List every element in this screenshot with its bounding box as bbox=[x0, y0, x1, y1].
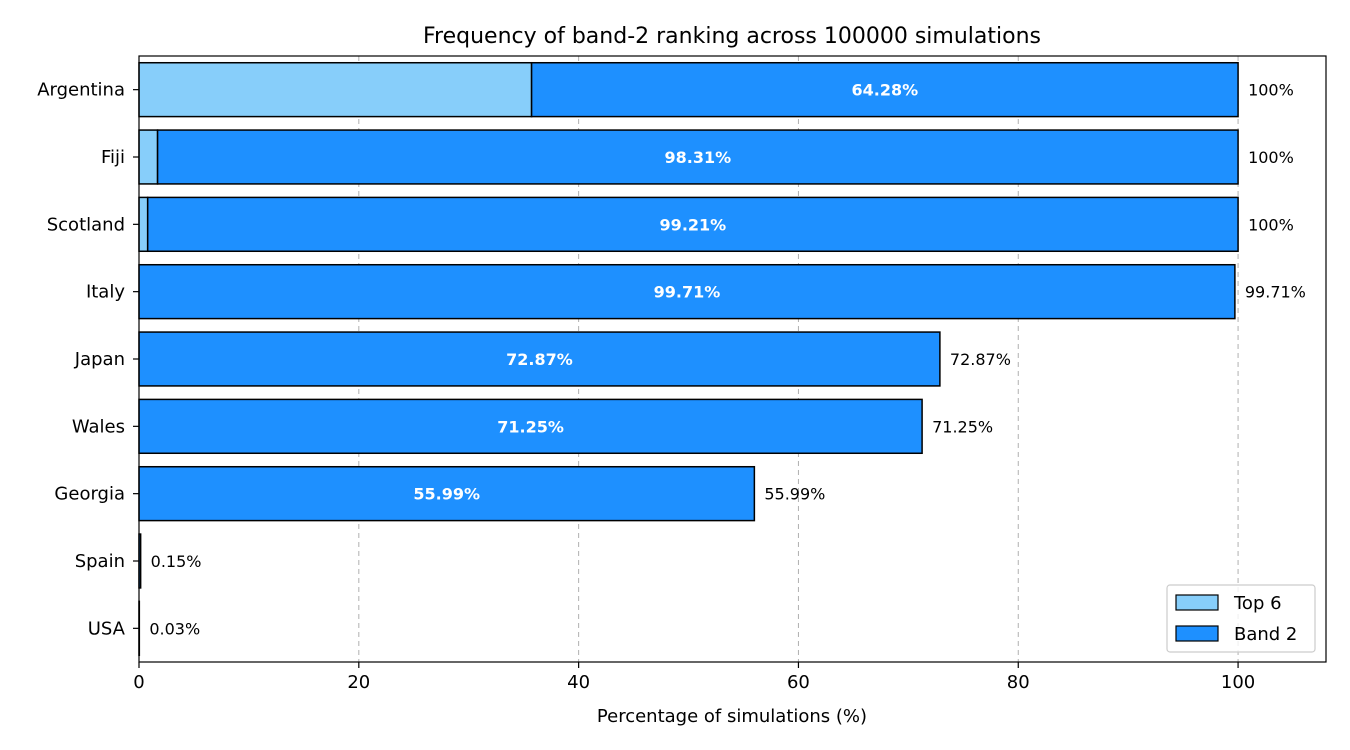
bar-top6-scotland bbox=[138, 196, 149, 253]
y-tick-label-fiji: Fiji bbox=[101, 147, 125, 168]
x-tick-label: 60 bbox=[787, 672, 810, 693]
x-tick-label: 40 bbox=[567, 672, 590, 693]
legend-label-top6: Top 6 bbox=[1233, 593, 1282, 614]
y-tick-label-italy: Italy bbox=[86, 282, 125, 303]
total-label-wales: 71.25% bbox=[932, 417, 993, 436]
total-label-japan: 72.87% bbox=[950, 350, 1011, 369]
bar-band2-scotland bbox=[146, 196, 1239, 253]
bar-band2-fiji bbox=[156, 129, 1239, 185]
x-tick-label: 20 bbox=[347, 672, 370, 693]
bar-top6-argentina bbox=[138, 61, 533, 118]
x-axis-title: Percentage of simulations (%) bbox=[597, 706, 867, 727]
legend-swatch-band2 bbox=[1175, 625, 1219, 642]
y-tick-label-argentina: Argentina bbox=[37, 80, 125, 101]
band2-value-label-wales: 71.25% bbox=[497, 417, 564, 436]
legend-swatch-top6 bbox=[1175, 594, 1219, 611]
total-label-argentina: 100% bbox=[1248, 81, 1294, 100]
bars-layer bbox=[138, 61, 1239, 657]
bar-top6-fiji bbox=[138, 129, 159, 185]
total-label-georgia: 55.99% bbox=[764, 485, 825, 504]
total-label-scotland: 100% bbox=[1248, 215, 1294, 234]
legend-label-band2: Band 2 bbox=[1234, 624, 1297, 645]
x-tick-label: 80 bbox=[1007, 672, 1030, 693]
labels-layer: 64.28% 100% 98.31% 100% 99.21% 100% 99.71% 99.7… bbox=[149, 81, 1306, 639]
total-label-usa: 0.03% bbox=[149, 619, 200, 638]
bar-band2-japan bbox=[138, 331, 941, 387]
band2-value-label-italy: 99.71% bbox=[654, 283, 721, 302]
legend: Top 6 Band 2 bbox=[1166, 584, 1316, 653]
y-tick-label-georgia: Georgia bbox=[54, 484, 125, 505]
y-axis: Argentina Fiji Scotland Italy Japan Wales Geor… bbox=[37, 80, 139, 639]
y-tick-label-scotland: Scotland bbox=[47, 214, 125, 235]
band2-value-label-argentina: 64.28% bbox=[852, 81, 919, 100]
bar-band2-georgia bbox=[138, 465, 756, 522]
total-label-fiji: 100% bbox=[1248, 148, 1294, 167]
y-tick-label-wales: Wales bbox=[72, 416, 125, 437]
bar-band2-italy bbox=[138, 263, 1236, 320]
x-tick-label: 0 bbox=[133, 672, 144, 693]
band2-value-label-scotland: 99.21% bbox=[660, 215, 727, 234]
y-tick-label-usa: USA bbox=[88, 618, 126, 639]
bar-band2-wales bbox=[138, 398, 923, 455]
chart-title: Frequency of band-2 ranking across 10000… bbox=[423, 24, 1041, 49]
bar-band2-argentina bbox=[530, 61, 1239, 118]
total-label-italy: 99.71% bbox=[1245, 283, 1306, 302]
total-label-spain: 0.15% bbox=[151, 552, 202, 571]
band2-value-label-japan: 72.87% bbox=[506, 350, 573, 369]
x-tick-label: 100 bbox=[1221, 672, 1255, 693]
band2-value-label-georgia: 55.99% bbox=[413, 485, 480, 504]
y-tick-label-spain: Spain bbox=[75, 551, 125, 572]
band2-value-label-fiji: 98.31% bbox=[665, 148, 732, 167]
y-tick-label-japan: Japan bbox=[74, 349, 125, 370]
x-axis: 0 20 40 60 80 100 bbox=[133, 662, 1255, 693]
